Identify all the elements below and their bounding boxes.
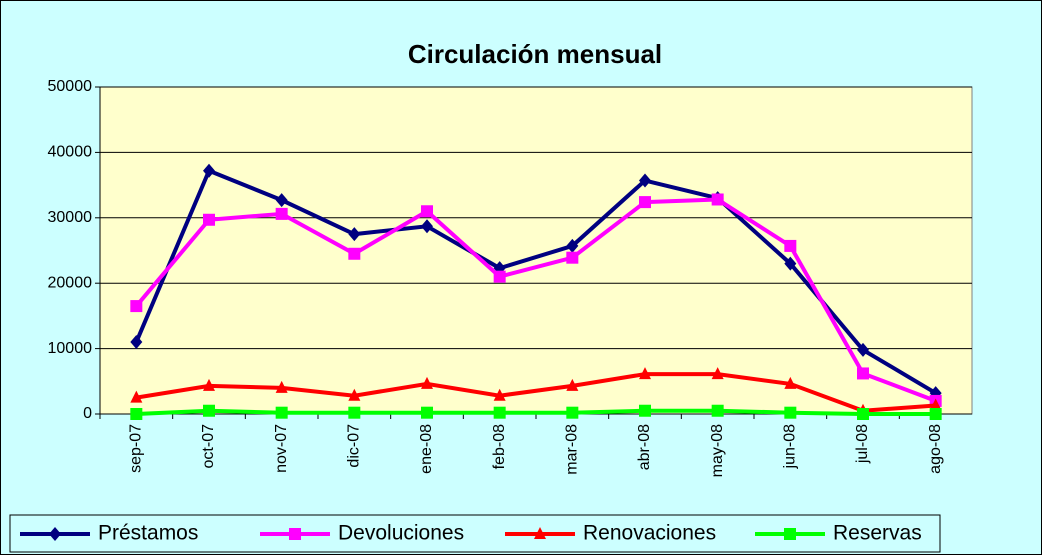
marker	[493, 406, 506, 419]
x-tick-label: feb-08	[491, 424, 508, 469]
marker	[275, 207, 288, 220]
x-tick-label: mar-08	[564, 424, 581, 475]
marker	[784, 256, 797, 271]
marker	[348, 406, 361, 419]
x-tick-label: sep-07	[128, 424, 145, 473]
x-tick-label: may-08	[709, 424, 726, 477]
marker	[639, 196, 651, 209]
marker	[421, 205, 433, 218]
marker	[566, 406, 579, 419]
marker	[857, 408, 869, 420]
marker	[275, 380, 288, 393]
marker	[857, 367, 869, 380]
marker	[639, 404, 651, 417]
x-tick-label: dic-07	[346, 424, 363, 468]
marker	[203, 213, 215, 226]
series-line	[136, 408, 936, 416]
x-tick-label: ene-08	[418, 424, 435, 474]
x-tick-label: ago-08	[927, 424, 944, 474]
legend-marker	[289, 528, 301, 540]
marker	[784, 239, 797, 252]
marker	[711, 404, 724, 417]
marker	[493, 388, 506, 401]
marker	[929, 408, 942, 420]
marker	[639, 367, 651, 380]
marker	[130, 390, 143, 403]
marker	[275, 193, 288, 208]
y-tick-label: 50000	[48, 78, 93, 95]
x-tick-label: abr-08	[636, 424, 653, 470]
marker	[784, 376, 797, 389]
x-tick-label: oct-07	[200, 424, 217, 469]
marker	[130, 300, 143, 313]
marker	[711, 367, 724, 380]
y-tick-label: 0	[83, 405, 92, 422]
marker	[566, 238, 579, 253]
marker	[493, 270, 506, 283]
legend-marker	[784, 528, 796, 540]
x-tick-label: nov-07	[273, 424, 290, 473]
series-line	[136, 372, 936, 413]
marker	[566, 251, 579, 264]
marker	[348, 388, 361, 401]
marker	[203, 163, 215, 178]
x-tick-label: jul-08	[854, 424, 871, 464]
y-tick-label: 20000	[48, 274, 93, 291]
marker	[711, 193, 724, 206]
marker	[639, 173, 651, 188]
legend-marker	[49, 527, 61, 541]
marker	[275, 406, 288, 419]
marker	[130, 335, 143, 350]
marker	[130, 408, 143, 420]
marker	[857, 342, 869, 357]
marker	[203, 404, 215, 417]
marker	[566, 378, 579, 391]
marker	[348, 247, 361, 260]
marker	[421, 376, 433, 389]
marker	[929, 398, 942, 411]
legend-label: Préstamos	[98, 522, 198, 545]
marker	[784, 406, 797, 419]
legend-marker	[534, 527, 546, 539]
legend-label: Devoluciones	[338, 522, 464, 545]
marker	[203, 378, 215, 391]
legend-label: Reservas	[833, 522, 922, 545]
marker	[348, 227, 361, 242]
x-tick-label: jun-08	[782, 424, 799, 470]
marker	[421, 219, 433, 234]
series-line	[134, 197, 937, 403]
series-line	[134, 168, 937, 395]
y-tick-label: 10000	[48, 340, 93, 357]
chart-title: Circulación mensual	[408, 39, 662, 69]
y-tick-label: 40000	[48, 144, 93, 161]
marker	[421, 406, 433, 419]
y-tick-label: 30000	[48, 209, 93, 226]
legend-label: Renovaciones	[583, 522, 716, 545]
plot-area	[99, 86, 973, 415]
